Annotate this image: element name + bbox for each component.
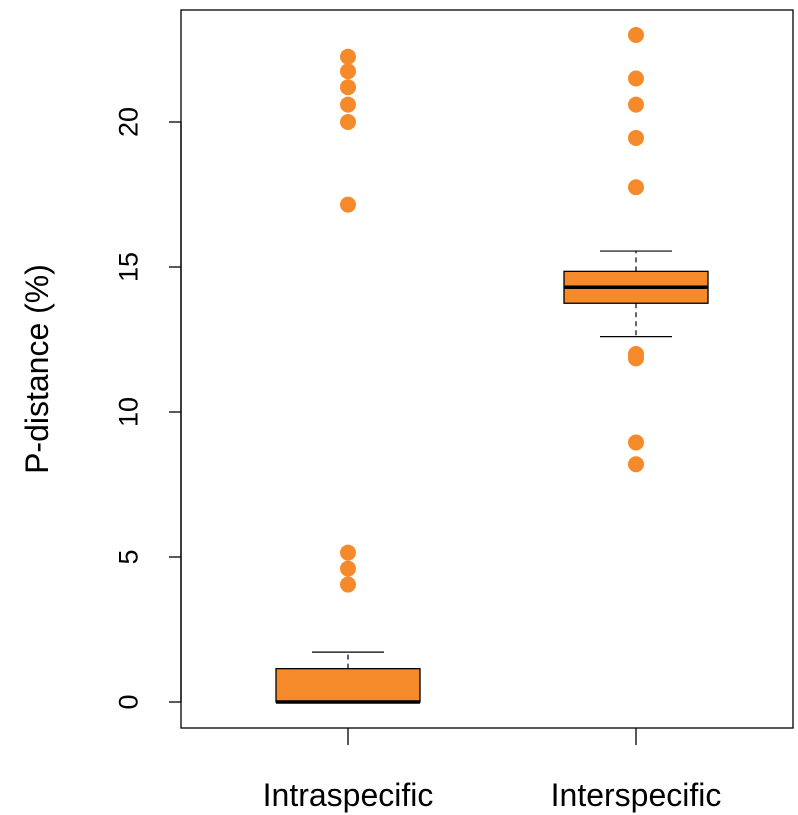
y-tick-label-20: 20 (113, 107, 143, 137)
y-tick-label-0: 0 (113, 694, 143, 709)
outlier-point-intraspecific-1 (340, 560, 356, 577)
box-intraspecific (275, 668, 421, 703)
outlier-point-intraspecific-2 (340, 544, 356, 561)
y-axis-title: P-distance (%) (19, 264, 55, 474)
outlier-point-interspecific-1 (628, 434, 644, 451)
outlier-point-intraspecific-8 (340, 48, 356, 65)
outlier-point-intraspecific-4 (340, 114, 356, 130)
outlier-point-intraspecific-0 (340, 576, 356, 593)
x-category-label-intraspecific: Intraspecific (263, 777, 434, 813)
outlier-point-intraspecific-6 (340, 79, 356, 96)
y-tick-label-15: 15 (113, 252, 143, 282)
box-group-interspecific (563, 27, 709, 473)
outlier-point-intraspecific-3 (340, 196, 356, 213)
box-group-intraspecific (275, 48, 421, 704)
outlier-point-interspecific-4 (628, 179, 644, 196)
outlier-point-interspecific-6 (628, 96, 644, 113)
outlier-point-interspecific-7 (628, 70, 644, 87)
outlier-point-intraspecific-5 (340, 96, 356, 113)
y-axis: 0 5 10 15 20 (113, 107, 182, 710)
outlier-point-interspecific-8 (628, 27, 644, 43)
plot-frame (180, 9, 794, 729)
outlier-point-intraspecific-7 (340, 63, 356, 80)
outlier-point-interspecific-0 (628, 456, 644, 473)
x-category-label-interspecific: Interspecific (551, 777, 722, 813)
outlier-point-interspecific-3 (628, 346, 644, 362)
x-axis: Intraspecific Interspecific (263, 728, 722, 813)
y-tick-label-5: 5 (113, 549, 143, 564)
boxes (275, 27, 709, 704)
outlier-point-interspecific-5 (628, 129, 644, 146)
y-tick-label-10: 10 (113, 397, 143, 427)
